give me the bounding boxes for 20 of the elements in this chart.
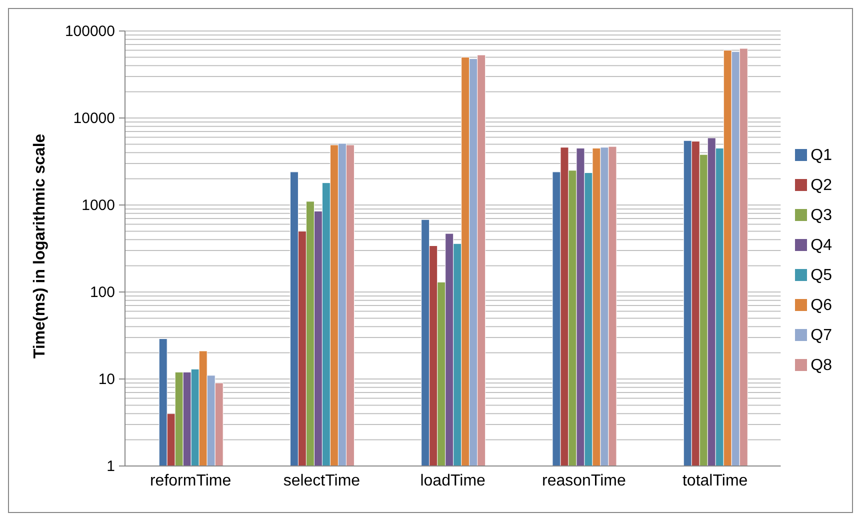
x-tick-label: totalTime <box>682 472 748 490</box>
y-tick-label: 1000 <box>82 197 115 214</box>
y-tick-label: 1 <box>106 458 115 475</box>
legend-label: Q3 <box>810 206 832 224</box>
y-tick-label: 100 <box>90 284 115 301</box>
legend-label: Q2 <box>810 176 832 194</box>
y-tick-label: 100000 <box>64 23 115 40</box>
legend-label: Q8 <box>810 356 832 374</box>
legend-label: Q4 <box>810 236 832 254</box>
x-tick-label: reasonTime <box>542 472 626 490</box>
y-tick-label: 10000 <box>73 110 115 127</box>
y-tick-label: 10 <box>98 371 115 388</box>
x-tick-label: loadTime <box>420 472 486 490</box>
legend-label: Q5 <box>810 266 832 284</box>
x-tick-label: selectTime <box>283 472 360 490</box>
legend-label: Q7 <box>810 326 832 344</box>
legend-label: Q1 <box>810 146 832 164</box>
x-tick-label: reformTime <box>150 472 232 490</box>
y-axis-title: Time(ms) in logarithmic scale <box>32 134 49 358</box>
legend-label: Q6 <box>810 296 832 314</box>
